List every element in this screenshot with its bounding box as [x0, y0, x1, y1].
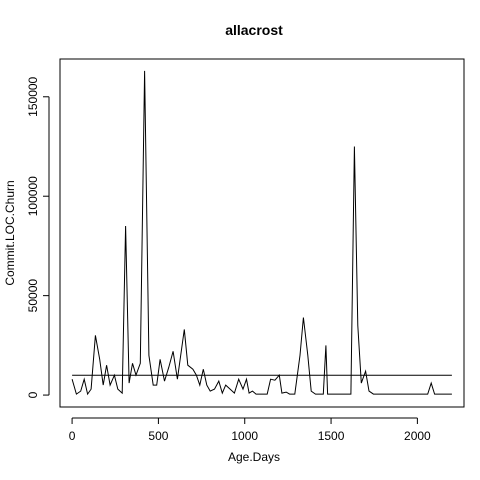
chart-title: allacrost [225, 22, 283, 38]
y-tick-label: 150000 [26, 76, 40, 116]
x-tick-label: 2000 [404, 429, 431, 443]
y-axis-label: Commit.LOC.Churn [3, 180, 17, 285]
x-tick-label: 500 [148, 429, 168, 443]
y-tick-label: 50000 [26, 279, 40, 313]
x-tick-label: 1000 [231, 429, 258, 443]
x-axis-label: Age.Days [228, 450, 280, 464]
y-tick-label: 0 [26, 391, 40, 398]
y-tick-label: 100000 [26, 176, 40, 216]
x-tick-label: 1500 [318, 429, 345, 443]
x-tick-label: 0 [69, 429, 76, 443]
